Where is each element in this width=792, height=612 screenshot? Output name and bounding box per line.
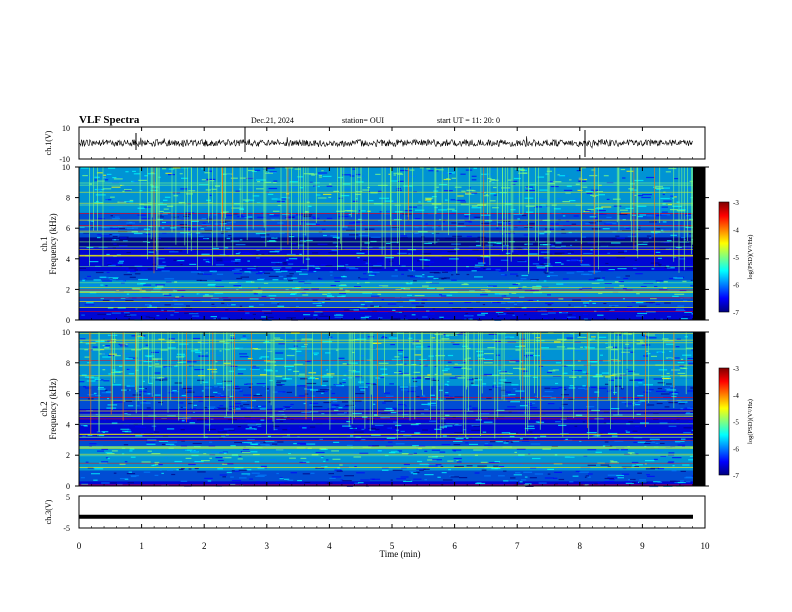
time-tick-label: 10 [701, 541, 711, 551]
ch2-colorbar: -3 -4 -5 -6 -7 log(PSD)(V²/Hz) [718, 365, 754, 480]
ch1-waveform-trace [78, 136, 693, 149]
ch1-waveform-panel: 10 -10 ch.1(V) [44, 124, 706, 164]
colorbar-tick-label: -6 [733, 445, 739, 453]
ch1-ytick-bottom: -10 [59, 155, 70, 164]
colorbar-label: log(PSD)(V²/Hz) [747, 235, 754, 280]
frequency-tick-label: 10 [62, 163, 70, 172]
frequency-tick-label: 0 [66, 482, 70, 491]
colorbar-tick-label: -3 [733, 365, 739, 373]
ch1-colorbar: -3 -4 -5 -6 -7 log(PSD)(V²/Hz) [718, 199, 754, 317]
colorbar-gradient [718, 201, 730, 313]
ch1-frequency-axis-label: Frequency (kHz) [48, 213, 58, 274]
time-tick-label: 3 [265, 541, 270, 551]
time-tick-label: 2 [202, 541, 207, 551]
frequency-tick-label: 8 [66, 194, 70, 203]
date-label: Dec.21, 2024 [251, 116, 294, 125]
time-axis-ticks: 0 1 2 3 4 5 6 7 8 9 10 [77, 127, 710, 551]
ch3-waveform-ylabel: ch.3(V) [44, 499, 53, 524]
ch1-waveform-ylabel: ch.1(V) [44, 130, 53, 155]
ch3-waveform-frame [78, 495, 706, 529]
start-time-label: start UT = 11: 20: 0 [437, 116, 500, 125]
ch1-spectrogram-image [79, 167, 705, 321]
ch1-spectrogram-yticks: 0 2 4 6 8 10 [62, 163, 709, 325]
frequency-tick-label: 2 [66, 285, 70, 294]
colorbar-tick-label: -3 [733, 199, 739, 207]
time-tick-label: 6 [452, 541, 457, 551]
colorbar-tick-label: -4 [733, 392, 739, 400]
frequency-tick-label: 4 [66, 255, 70, 264]
colorbar-tick-label: -5 [733, 254, 739, 262]
figure-title: VLF Spectra [79, 114, 140, 126]
colorbar-tick-label: -7 [733, 309, 739, 317]
frequency-tick-label: 2 [66, 451, 70, 460]
frequency-tick-label: 10 [62, 328, 70, 337]
ch2-channel-label: ch.2 [39, 401, 49, 416]
ch3-ytick-top: 5 [66, 493, 70, 502]
ch1-channel-label: ch.1 [39, 236, 49, 251]
colorbar-tick-label: -6 [733, 282, 739, 290]
frequency-tick-label: 4 [66, 420, 70, 429]
ch2-spectrogram-yticks: 0 2 4 6 8 10 [62, 328, 709, 491]
ch2-spectrogram-panel: 0 2 4 6 8 10 ch.2 Frequency (kHz) -3 -4 -5 -6 -7 l… [39, 328, 754, 491]
colorbar-label: log(PSD)(V²/Hz) [747, 399, 754, 444]
station-label: station= OUI [342, 116, 384, 125]
time-tick-label: 0 [77, 541, 82, 551]
time-tick-label: 8 [578, 541, 583, 551]
colorbar-tick-label: -4 [733, 227, 739, 235]
time-tick-label: 4 [327, 541, 332, 551]
time-tick-label: 5 [390, 541, 395, 551]
time-axis-label: Time (min) [380, 549, 421, 559]
ch3-ytick-bottom: -5 [63, 524, 70, 533]
ch2-spectrogram-image [78, 332, 705, 488]
ch1-spectrogram-panel: 0 2 4 6 8 10 ch.1 Frequency (kHz) -3 -4 -5 -6 -7 l… [39, 163, 754, 325]
time-tick-label: 7 [515, 541, 520, 551]
frequency-tick-label: 6 [66, 224, 70, 233]
frequency-tick-label: 6 [66, 390, 70, 399]
ch1-ytick-top: 10 [62, 124, 70, 133]
frequency-tick-label: 0 [66, 316, 70, 325]
time-tick-label: 9 [640, 541, 645, 551]
colorbar-tick-label: -7 [733, 472, 739, 480]
colorbar-gradient [718, 367, 730, 476]
colorbar-tick-label: -5 [733, 419, 739, 427]
time-tick-label: 1 [139, 541, 144, 551]
ch3-waveform-panel: 5 -5 ch.3(V) [44, 493, 706, 533]
ch2-frequency-axis-label: Frequency (kHz) [48, 378, 58, 439]
frequency-tick-label: 8 [66, 359, 70, 368]
